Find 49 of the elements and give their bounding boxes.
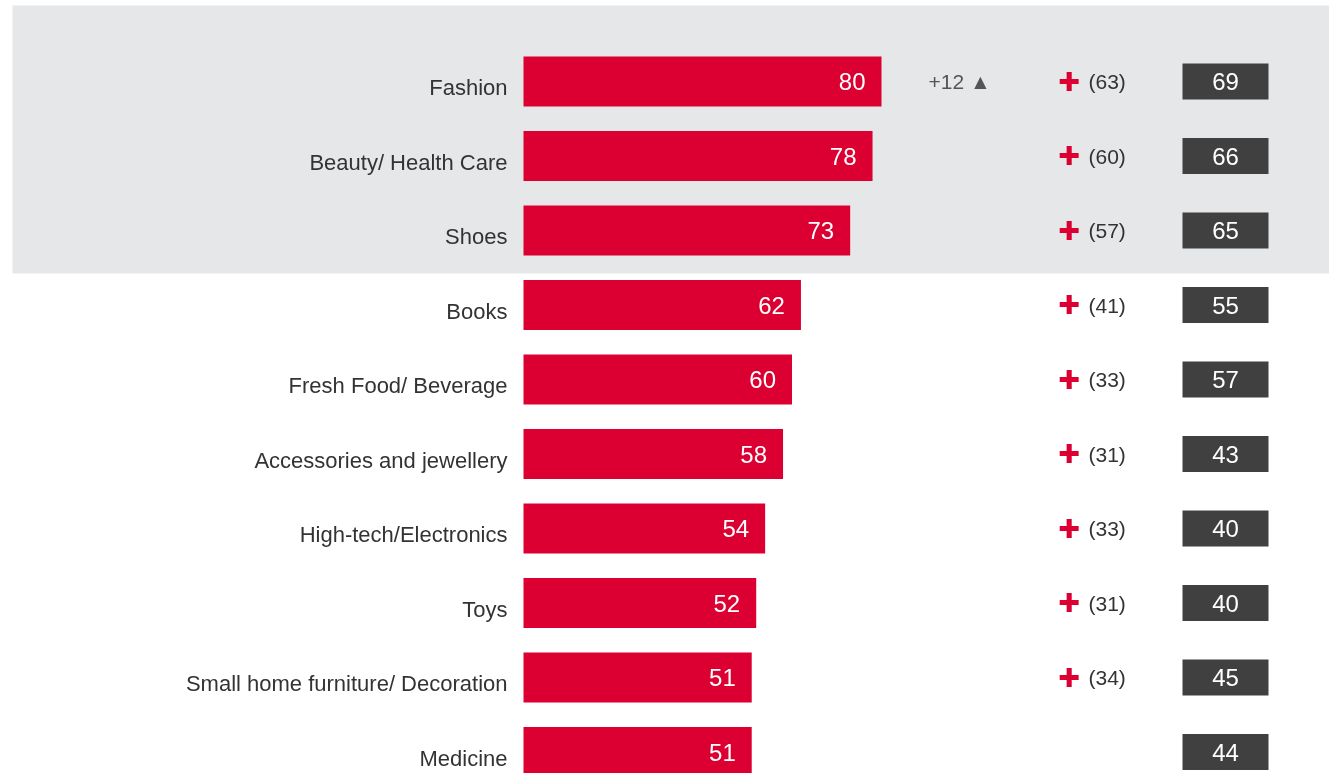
data-label: 78: [829, 142, 857, 170]
bar: [523, 429, 784, 479]
text: ✚ (60): [1058, 141, 1126, 171]
bar: [523, 56, 882, 107]
text: 55: [1212, 291, 1239, 319]
y-tick-label: Books: [446, 298, 508, 324]
y-tick-label: High-tech/Electronics: [299, 522, 508, 547]
text: 40: [1212, 589, 1239, 617]
data-label: 52: [713, 589, 741, 617]
bar: [523, 131, 873, 181]
text: ✚ (41): [1058, 290, 1126, 320]
text: 69: [1212, 68, 1239, 95]
bar: [523, 205, 851, 256]
text: ✚ (57): [1058, 215, 1126, 246]
y-tick-label: Fresh Food/ Beverage: [288, 373, 508, 398]
text: ✚ (34): [1058, 662, 1126, 693]
text: 65: [1212, 217, 1239, 244]
text: 45: [1212, 664, 1239, 691]
text: +12 ▲: [928, 70, 991, 93]
data-label: 54: [722, 515, 750, 542]
bar: [523, 652, 752, 703]
y-tick-label: Small home furniture/ Decoration: [185, 671, 508, 696]
data-label: 73: [807, 217, 835, 244]
y-tick-label: Medicine: [419, 745, 508, 771]
y-tick-label: Accessories and jewellery: [254, 447, 508, 473]
bar: [523, 280, 801, 330]
data-label: 51: [709, 738, 736, 766]
bar: [523, 578, 757, 628]
text: 40: [1212, 515, 1239, 542]
text: ✚ (31): [1058, 588, 1126, 618]
y-tick-label: Beauty/ Health Care: [309, 149, 508, 175]
text: ✚ (33): [1058, 513, 1126, 544]
bar: [523, 354, 792, 405]
data-label: 62: [758, 291, 785, 319]
data-label: 58: [740, 440, 768, 468]
text: ✚ (63): [1058, 66, 1126, 97]
data-label: 60: [749, 366, 777, 393]
text: 44: [1212, 738, 1239, 766]
y-tick-label: Fashion: [429, 75, 508, 100]
text: ✚ (33): [1058, 364, 1126, 395]
text: 66: [1212, 142, 1239, 170]
data-label: 80: [838, 68, 866, 95]
text: 43: [1212, 440, 1239, 468]
y-tick-label: Toys: [462, 596, 508, 622]
y-tick-label: Shoes: [445, 224, 508, 249]
text: ✚ (31): [1058, 439, 1126, 469]
bar: [523, 503, 766, 554]
text: 57: [1212, 366, 1239, 393]
data-label: 51: [709, 664, 736, 691]
